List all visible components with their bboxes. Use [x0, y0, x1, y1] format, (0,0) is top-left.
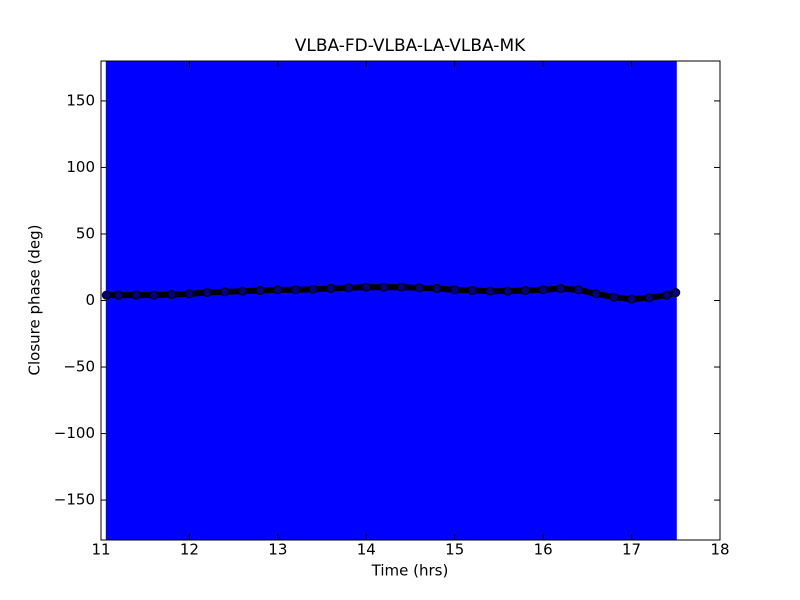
error-bar	[259, 61, 278, 540]
error-bar	[295, 61, 314, 540]
error-bar	[401, 61, 420, 540]
data-point	[503, 286, 513, 296]
error-bar	[560, 61, 579, 540]
data-point	[379, 282, 389, 292]
error-bar	[524, 61, 544, 540]
error-bar	[666, 61, 676, 540]
data-point	[450, 285, 460, 295]
data-point	[644, 293, 654, 303]
data-point	[131, 290, 141, 300]
data-point	[237, 286, 247, 296]
data-point	[485, 286, 495, 296]
error-bar	[330, 61, 349, 540]
error-bar	[578, 61, 597, 540]
x-axis-label: Time (hrs)	[371, 562, 449, 580]
error-bar	[153, 61, 172, 540]
error-bar	[105, 61, 119, 540]
error-bar	[312, 61, 331, 540]
y-axis-label: Closure phase (deg)	[26, 225, 44, 376]
x-tick-label: 14	[357, 541, 376, 559]
error-bar	[595, 61, 614, 540]
data-point	[149, 290, 159, 300]
error-bar	[454, 61, 473, 540]
data-point	[344, 283, 354, 293]
error-bar	[471, 61, 491, 540]
error-bar	[135, 61, 155, 540]
chart-title: VLBA-FD-VLBA-LA-VLBA-MK	[295, 36, 526, 56]
error-bar	[206, 61, 225, 540]
y-tick-label: 150	[66, 91, 95, 109]
data-point	[167, 290, 177, 300]
data-point	[591, 289, 601, 299]
y-tick-label: 100	[66, 158, 95, 176]
x-tick-label: 11	[91, 541, 110, 559]
data-point	[520, 286, 530, 296]
error-bar	[648, 61, 667, 540]
y-tick-label: 0	[85, 291, 95, 309]
data-point	[414, 283, 424, 293]
data-line	[106, 284, 677, 303]
y-tick-label: −50	[63, 358, 95, 376]
data-point	[609, 292, 619, 302]
data-point	[467, 286, 477, 296]
data-point	[556, 284, 566, 294]
error-bar	[188, 61, 208, 540]
data-point	[432, 284, 442, 294]
data-point	[671, 288, 681, 298]
error-bar	[507, 61, 526, 540]
data-point	[397, 282, 407, 292]
x-tick-label: 16	[534, 541, 553, 559]
y-tick-label: −150	[54, 491, 95, 509]
plot-area	[105, 61, 677, 540]
error-bar	[118, 61, 137, 540]
y-tick-label: 50	[76, 224, 95, 242]
data-point	[220, 287, 230, 297]
data-point	[308, 284, 318, 294]
error-bar	[277, 61, 296, 540]
x-tick-label: 12	[180, 541, 199, 559]
error-bar	[436, 61, 455, 540]
error-bar	[171, 61, 190, 540]
data-point	[574, 285, 584, 295]
data-point	[662, 290, 672, 300]
data-point	[202, 288, 212, 298]
data-point	[101, 290, 111, 300]
data-point	[326, 284, 336, 294]
error-bar	[418, 61, 438, 540]
data-point	[627, 294, 637, 304]
x-tick-label: 18	[710, 541, 729, 559]
data-point	[361, 282, 371, 292]
error-bar	[348, 61, 367, 540]
x-tick-label: 13	[268, 541, 287, 559]
data-point	[273, 285, 283, 295]
error-bar	[675, 61, 677, 540]
error-bar	[224, 61, 243, 540]
data-point	[291, 285, 301, 295]
error-bar	[241, 61, 261, 540]
data-point	[184, 289, 194, 299]
error-bar	[542, 61, 561, 540]
data-point	[255, 286, 265, 296]
x-tick-label: 17	[622, 541, 641, 559]
data-point	[538, 285, 548, 295]
data-point	[114, 290, 124, 300]
error-bar	[365, 61, 384, 540]
error-bar	[383, 61, 402, 540]
y-tick-label: −100	[54, 424, 95, 442]
x-tick-label: 15	[445, 541, 464, 559]
error-bar	[489, 61, 508, 540]
